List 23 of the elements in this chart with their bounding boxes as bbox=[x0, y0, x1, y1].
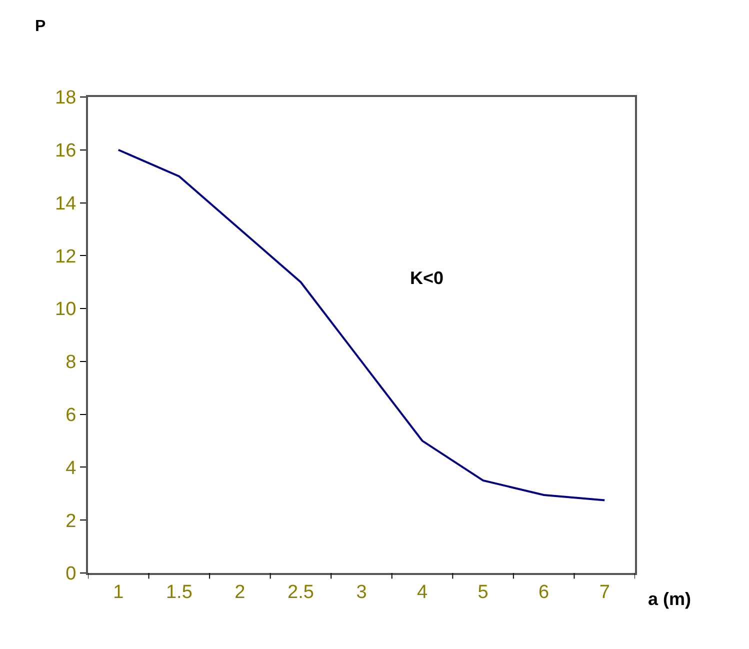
x-tick-label: 6 bbox=[538, 582, 550, 603]
x-tick-label: 7 bbox=[599, 582, 610, 603]
y-tick-label: 12 bbox=[55, 246, 76, 268]
y-axis-title: P bbox=[35, 18, 46, 35]
x-tick-label: 1 bbox=[113, 582, 124, 603]
y-tick-label: 8 bbox=[66, 352, 76, 374]
x-axis-title: a (m) bbox=[648, 589, 692, 609]
x-tick-label: 1.5 bbox=[166, 582, 192, 603]
y-tick-label: 6 bbox=[66, 404, 76, 426]
y-tick-label: 18 bbox=[55, 88, 76, 109]
y-tick-label: 16 bbox=[55, 140, 76, 162]
line-series bbox=[117, 148, 606, 502]
y-tick-label: 10 bbox=[55, 299, 76, 320]
x-tick-label: 2 bbox=[234, 582, 246, 603]
x-tick-label: 4 bbox=[416, 582, 428, 603]
y-tick-label: 2 bbox=[66, 510, 76, 532]
annotation: K<0 bbox=[410, 268, 444, 288]
y-tick-label: 4 bbox=[66, 458, 77, 479]
y-tick-label: 0 bbox=[66, 564, 76, 585]
y-tick-label: 14 bbox=[55, 193, 77, 214]
x-tick-label: 5 bbox=[478, 582, 488, 603]
x-tick-label: 2.5 bbox=[288, 582, 314, 603]
x-tick-label: 3 bbox=[356, 582, 367, 603]
